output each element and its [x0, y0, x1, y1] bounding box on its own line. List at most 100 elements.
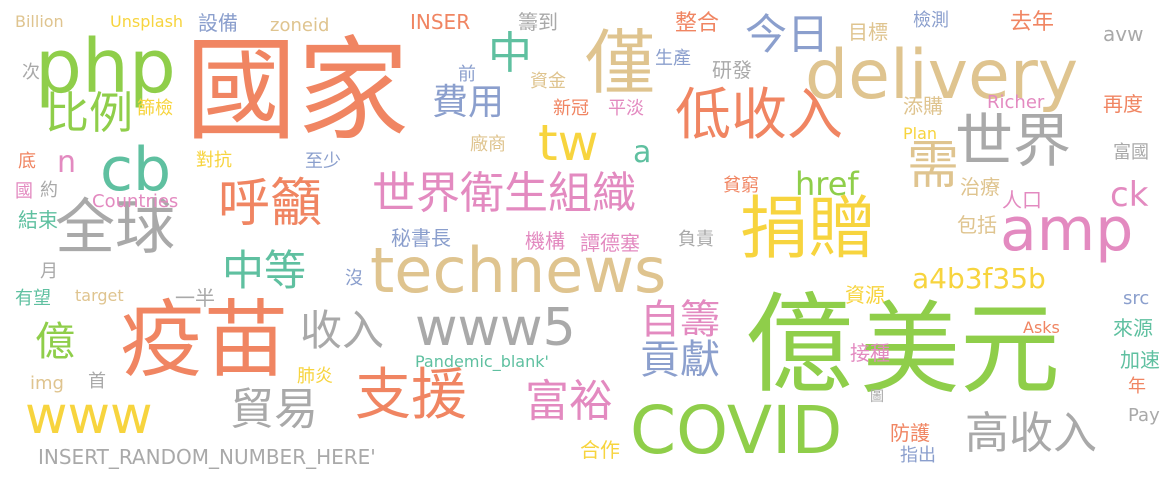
- word: 美元: [860, 291, 1060, 408]
- word: www5: [415, 298, 576, 358]
- word: 億: [35, 319, 75, 365]
- word: 富國: [1113, 142, 1149, 163]
- word: 有望: [15, 288, 51, 309]
- word: 加速: [1120, 348, 1160, 372]
- word: 人口: [1002, 188, 1042, 212]
- word: avw: [1103, 22, 1144, 46]
- word: 貢獻: [640, 337, 720, 383]
- word: INSER: [410, 10, 471, 34]
- word: 高收入: [965, 408, 1097, 459]
- word: 富裕: [525, 376, 613, 427]
- word: 約: [40, 180, 58, 201]
- word: cb: [100, 135, 172, 205]
- word: 一半: [175, 286, 215, 310]
- word: 篩檢: [137, 98, 173, 119]
- word: 低收入: [675, 83, 843, 148]
- word: 指出: [900, 445, 936, 466]
- word: 生產: [655, 48, 691, 69]
- word: a4b3f35b: [912, 262, 1046, 295]
- word: ck: [1110, 175, 1149, 215]
- word: 中等: [222, 246, 307, 295]
- word: 捐贈: [740, 190, 877, 269]
- word: 僅: [585, 22, 655, 104]
- word: delivery: [805, 36, 1079, 115]
- word: src: [1123, 288, 1150, 309]
- word: 治療: [960, 175, 1000, 199]
- word: img: [30, 373, 64, 394]
- word: INSERT_RANDOM_NUMBER_HERE': [38, 445, 376, 469]
- word: 平淡: [608, 98, 644, 119]
- word: www: [25, 386, 153, 446]
- word: Plan: [903, 124, 938, 143]
- word: 檢測: [913, 10, 949, 31]
- word: 貧窮: [723, 175, 759, 196]
- word: Billion: [15, 12, 64, 31]
- word: a: [633, 135, 652, 170]
- word: 收入: [300, 306, 385, 355]
- word: 支援: [355, 363, 467, 428]
- word: 世界衛生組織: [372, 168, 636, 219]
- word: 年: [1128, 376, 1146, 397]
- word: 秘書長: [391, 226, 451, 250]
- word: zoneid: [270, 15, 330, 36]
- word: Asks: [1023, 318, 1060, 337]
- word: 首: [88, 371, 106, 392]
- word: 底: [18, 151, 36, 172]
- word: 合作: [580, 438, 620, 462]
- word: Richer: [987, 92, 1045, 113]
- word: php: [35, 24, 176, 110]
- word: 今日: [745, 10, 830, 59]
- word: 中: [488, 28, 532, 79]
- word: 整合: [675, 11, 720, 36]
- word: target: [75, 286, 124, 305]
- word: 機構: [525, 229, 565, 253]
- word: 籌到: [518, 10, 558, 34]
- word: href: [795, 165, 859, 203]
- word: 億: [745, 283, 854, 408]
- word: tw: [538, 114, 599, 172]
- word: 至少: [305, 151, 341, 172]
- word: 設備: [198, 11, 238, 35]
- word: 全球: [55, 193, 175, 263]
- word: 自籌: [640, 297, 720, 343]
- word: 包括: [957, 213, 997, 237]
- word: COVID: [630, 392, 843, 469]
- word: 疫苗: [120, 291, 289, 389]
- word: n: [57, 145, 77, 180]
- word: amp: [1000, 195, 1134, 265]
- word: 譚德塞: [580, 231, 640, 255]
- word: 廠商: [470, 134, 506, 155]
- word: 國: [15, 181, 33, 202]
- word: 新冠: [553, 98, 589, 119]
- word: 前: [458, 64, 476, 85]
- word: 次: [22, 62, 40, 83]
- word: 呼籲: [218, 174, 323, 234]
- word: Countries: [92, 191, 179, 212]
- word: 研發: [712, 58, 752, 82]
- word: 費用: [432, 82, 505, 123]
- word: 防護: [890, 421, 930, 445]
- word: 沒: [345, 268, 363, 289]
- word: Pay: [1128, 405, 1160, 426]
- word: 月: [40, 261, 58, 282]
- word: 比例: [45, 88, 133, 139]
- word: 圖: [870, 389, 884, 405]
- word: Unsplash: [110, 12, 184, 31]
- word: 對抗: [196, 150, 232, 171]
- word: 目標: [848, 20, 888, 44]
- word: 再度: [1103, 92, 1143, 116]
- word: 需: [907, 136, 960, 196]
- word: 資源: [845, 283, 885, 307]
- word: Pandemic_blank': [415, 352, 549, 371]
- word: 來源: [1113, 316, 1153, 340]
- word: 結束: [18, 208, 58, 232]
- word: 世界: [955, 107, 1072, 175]
- word: 負責: [678, 229, 714, 250]
- word: 肺炎: [297, 366, 333, 387]
- word: technews: [370, 234, 667, 307]
- word: 貿易: [230, 384, 318, 435]
- word: 添購: [903, 94, 943, 118]
- word: 去年: [1010, 10, 1055, 35]
- word: 國家: [185, 26, 409, 156]
